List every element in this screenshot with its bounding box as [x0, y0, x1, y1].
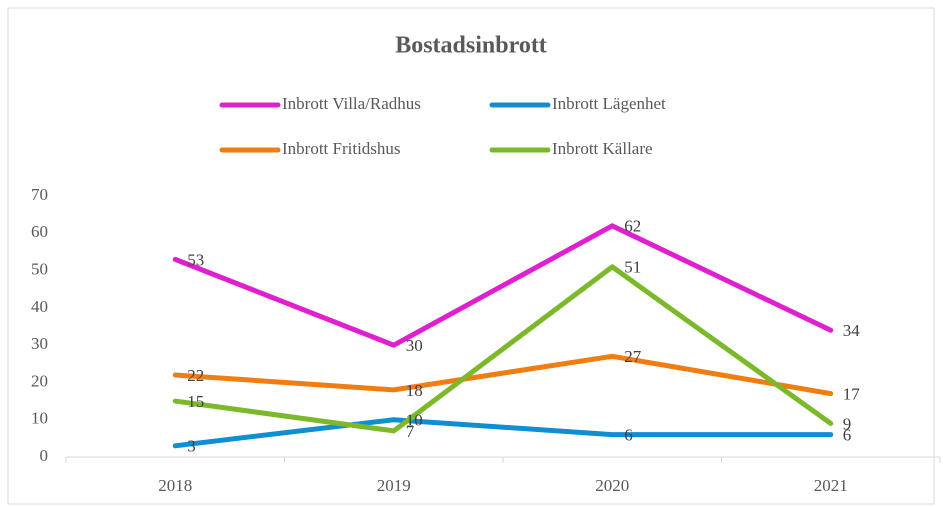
- legend-label: Inbrott Fritidshus: [282, 139, 401, 158]
- y-tick-label: 60: [31, 222, 48, 241]
- data-label: 27: [624, 347, 642, 366]
- y-tick-label: 10: [31, 409, 48, 428]
- data-label: 22: [187, 366, 204, 385]
- data-label: 3: [187, 437, 196, 456]
- data-label: 6: [843, 426, 852, 445]
- legend-label: Inbrott Lägenhet: [552, 94, 666, 113]
- data-label: 15: [187, 392, 204, 411]
- data-label: 10: [406, 411, 423, 430]
- data-label: 7: [406, 422, 415, 441]
- data-label: 18: [406, 381, 423, 400]
- series-line: [172, 417, 834, 449]
- y-tick-label: 50: [31, 259, 48, 278]
- data-label: 9: [843, 414, 852, 433]
- series-line: [172, 353, 834, 397]
- x-tick-label: 2020: [595, 476, 629, 495]
- data-label: 17: [843, 385, 861, 404]
- y-tick-label: 40: [31, 297, 48, 316]
- y-tick-label: 30: [31, 334, 48, 353]
- data-label: 30: [406, 336, 423, 355]
- chart-title: Bostadsinbrott: [395, 33, 547, 59]
- data-label: 62: [624, 217, 641, 236]
- series-line: [172, 264, 834, 434]
- chart-border: [7, 7, 935, 505]
- legend-label: Inbrott Villa/Radhus: [282, 94, 421, 113]
- legend-label: Inbrott Källare: [552, 139, 653, 158]
- x-tick-label: 2021: [814, 476, 848, 495]
- data-label: 34: [843, 321, 861, 340]
- x-tick-label: 2019: [377, 476, 411, 495]
- data-label: 6: [624, 426, 633, 445]
- data-label: 51: [624, 258, 641, 277]
- y-tick-label: 20: [31, 371, 48, 390]
- data-label: 53: [187, 250, 204, 269]
- x-tick-label: 2018: [158, 476, 192, 495]
- y-tick-label: 70: [31, 185, 48, 204]
- series-line: [172, 223, 834, 348]
- y-tick-label: 0: [40, 446, 49, 465]
